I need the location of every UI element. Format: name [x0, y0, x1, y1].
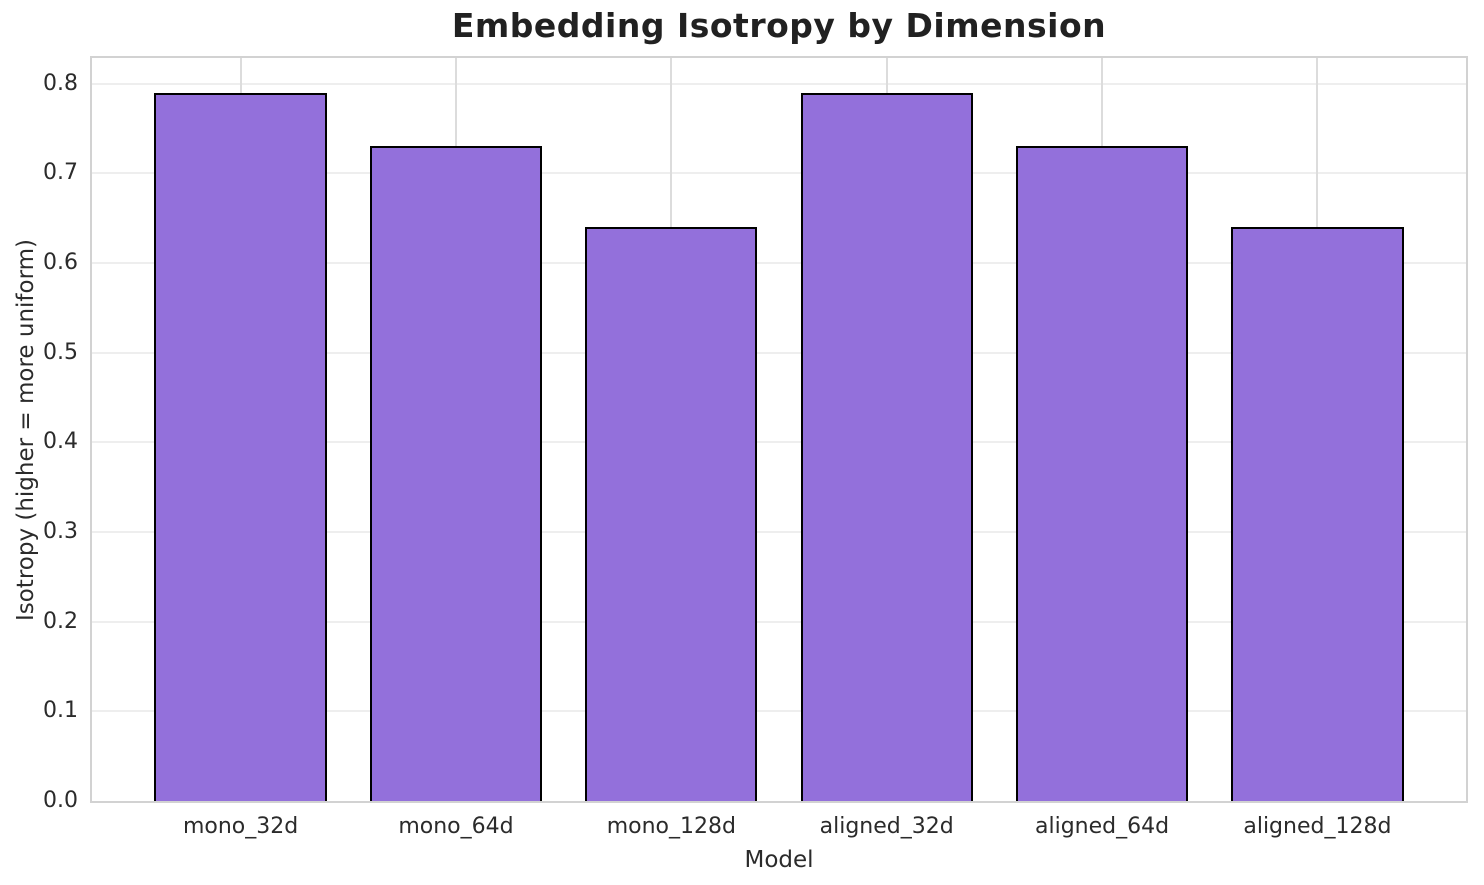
x-tick-label-mono_128d: mono_128d — [606, 814, 736, 839]
plot-area — [90, 56, 1468, 803]
y-axis-label: Isotropy (higher = more uniform) — [13, 238, 39, 622]
y-tick-label-0.6: 0.6 — [43, 249, 78, 275]
y-tick-label-0.0: 0.0 — [43, 788, 78, 813]
bar-aligned_64d — [1015, 146, 1189, 801]
bar-mono_64d — [369, 146, 543, 801]
h-gridline — [92, 82, 1466, 85]
x-tick-label-mono_32d: mono_32d — [182, 814, 299, 839]
y-tick-label-0.8: 0.8 — [43, 70, 78, 96]
bar-aligned_32d — [800, 92, 973, 801]
x-tick-label-aligned_32d: aligned_32d — [819, 814, 954, 839]
h-gridline — [92, 710, 1466, 713]
x-tick-label-aligned_128d: aligned_128d — [1243, 814, 1392, 839]
chart-title: Embedding Isotropy by Dimension — [451, 6, 1107, 45]
y-tick-label-0.2: 0.2 — [43, 608, 78, 634]
x-tick-label-mono_64d: mono_64d — [398, 814, 514, 839]
h-gridline — [92, 351, 1466, 354]
bar-aligned_128d — [1231, 227, 1404, 801]
x-tick-label-aligned_64d: aligned_64d — [1034, 814, 1170, 839]
y-tick-label-0.5: 0.5 — [43, 339, 78, 365]
h-gridline — [92, 261, 1466, 264]
x-axis-label: Model — [744, 847, 814, 873]
y-tick-label-0.4: 0.4 — [43, 429, 78, 455]
h-gridline — [92, 530, 1466, 533]
y-tick-label-0.7: 0.7 — [43, 160, 78, 186]
bar-mono_32d — [154, 92, 327, 801]
h-gridline — [92, 172, 1466, 175]
h-gridline — [92, 620, 1466, 623]
h-gridline — [92, 441, 1466, 444]
bar-mono_128d — [585, 227, 758, 801]
y-tick-label-0.3: 0.3 — [43, 518, 78, 544]
y-tick-label-0.1: 0.1 — [43, 698, 78, 724]
